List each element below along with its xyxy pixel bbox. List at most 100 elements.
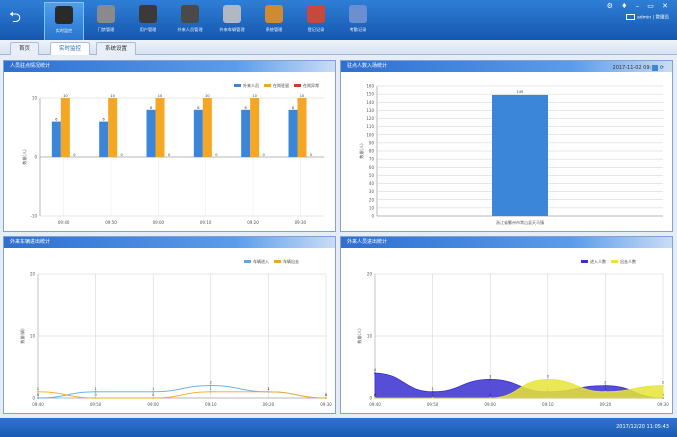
- y-tick-label: 10: [32, 96, 38, 101]
- data-point: [267, 390, 270, 393]
- bar-value-label: 8: [245, 106, 247, 110]
- user-name: admin: [637, 15, 652, 21]
- y-axis-label: 数量(人): [358, 143, 364, 159]
- y-tick-label: 90: [369, 140, 375, 145]
- panel-header: 驻点人数入场统计 2017-11-02 09: ⟳: [341, 61, 672, 72]
- nav-item-6[interactable]: 登记记录: [296, 2, 336, 40]
- bar-value-label: 0: [73, 153, 75, 157]
- data-label: 2: [210, 381, 212, 385]
- car-icon: [223, 5, 241, 23]
- x-tick-label: 浙江省衢州市常山县天马镇: [496, 219, 544, 225]
- bar: [297, 98, 307, 157]
- data-label: 1: [604, 387, 606, 391]
- bar-value-label: 10: [63, 94, 67, 98]
- x-tick-label: 09:30: [295, 220, 307, 225]
- y-axis-label: 数量(人): [21, 149, 27, 165]
- tab-home[interactable]: 首页: [10, 42, 40, 55]
- bar-value-label: 10: [110, 94, 114, 98]
- nav-label: 系统管理: [265, 27, 283, 32]
- bar-value-label: 0: [310, 153, 312, 157]
- data-point: [209, 384, 212, 387]
- x-tick-label: 09:40: [58, 220, 70, 225]
- monitor-icon: [55, 6, 73, 24]
- data-label: 3: [547, 374, 549, 378]
- tab-bar: 首页 实时监控 系统设置: [0, 40, 677, 55]
- data-point: [37, 397, 39, 399]
- data-label: 0: [94, 393, 96, 397]
- nav-item-7[interactable]: 考勤记录: [338, 2, 378, 40]
- data-label: 4: [374, 368, 377, 372]
- data-label: 3: [489, 374, 491, 378]
- x-tick-label: 09:50: [105, 220, 117, 225]
- status-clock: 2017/12/20 11:05:43: [616, 424, 669, 430]
- data-point: [431, 397, 434, 399]
- panel-title: 人员驻点情况统计: [10, 63, 51, 69]
- window-controls[interactable]: ⚙ ♦ – ▭ ✕: [606, 2, 671, 10]
- series-line: [37, 385, 327, 399]
- bar: [51, 121, 61, 157]
- legend-label: 在岗驻留: [273, 82, 289, 88]
- y-tick-label: 140: [366, 100, 374, 105]
- panel-title: 驻点人数入场统计: [347, 63, 388, 69]
- date-picker[interactable]: 2017-11-02 09: ⟳: [612, 64, 664, 71]
- nav-item-1[interactable]: 门禁管理: [86, 2, 126, 40]
- tab-realtime-monitor[interactable]: 实时监控: [50, 42, 91, 55]
- y-tick-label: 50: [369, 173, 375, 178]
- nav-label: 外来人员管理: [177, 27, 203, 32]
- nav-item-2[interactable]: 用户管理: [128, 2, 168, 40]
- x-tick-label: 09:20: [247, 220, 259, 225]
- nav-item-3[interactable]: 外来人员管理: [170, 2, 210, 40]
- y-tick-label: 100: [366, 132, 374, 137]
- data-label: 0: [431, 393, 433, 397]
- legend-swatch: [294, 84, 301, 87]
- bar-value-label: 0: [168, 153, 170, 157]
- data-label: 1: [210, 387, 212, 391]
- nav-item-5[interactable]: 系统管理: [254, 2, 294, 40]
- bar-value-label: 10: [158, 94, 162, 98]
- data-point: [546, 378, 549, 381]
- legend-swatch: [611, 260, 618, 263]
- bar: [99, 121, 109, 157]
- data-point: [431, 390, 434, 393]
- nav-item-4[interactable]: 外来车辆管理: [212, 2, 252, 40]
- checklist-icon: [307, 5, 325, 23]
- user-info[interactable]: admin | 管理员: [626, 14, 669, 21]
- nav-label: 实时监控: [55, 28, 73, 33]
- back-arrow-icon[interactable]: ⮌: [8, 8, 21, 26]
- tab-system-settings[interactable]: 系统设置: [96, 42, 137, 55]
- legend-swatch: [274, 260, 281, 263]
- bar-value-label: 0: [263, 153, 265, 157]
- y-tick-label: 60: [369, 165, 375, 170]
- x-tick-label: 09:00: [484, 402, 496, 407]
- data-label: 1: [94, 387, 96, 391]
- y-tick-label: 10: [369, 205, 375, 210]
- data-label: 1: [267, 387, 269, 391]
- y-tick-label: -10: [30, 214, 37, 219]
- data-label: 1: [152, 387, 154, 391]
- bar: [202, 98, 212, 157]
- document-icon: [349, 5, 367, 23]
- data-point: [152, 397, 155, 399]
- y-tick-label: 70: [369, 157, 375, 162]
- bar: [108, 98, 118, 157]
- x-tick-label: 09:10: [205, 402, 217, 407]
- bar-value-label: 0: [121, 153, 123, 157]
- data-label: 0: [152, 393, 154, 397]
- data-point: [374, 372, 376, 375]
- bar: [155, 98, 165, 157]
- nav-label: 考勤记录: [349, 27, 367, 32]
- nav-item-0[interactable]: 实时监控: [44, 2, 84, 40]
- bar-value-label: 10: [252, 94, 256, 98]
- legend-swatch: [244, 260, 251, 263]
- x-tick-label: 09:30: [657, 402, 669, 407]
- data-point: [325, 397, 327, 399]
- panel-header: 外来人员进出统计: [341, 237, 672, 248]
- data-point: [209, 390, 212, 393]
- bar-value-label: 8: [292, 106, 294, 110]
- panel-vehicle-stats: 外来车辆进出统计 0 10 20 数量(辆) 车辆进入 车辆出去 09:40 09:50 09:…: [3, 236, 336, 414]
- calendar-icon[interactable]: [652, 64, 659, 71]
- data-label: 0: [374, 393, 376, 397]
- data-point: [604, 390, 607, 393]
- bar-value-label: 6: [103, 118, 105, 122]
